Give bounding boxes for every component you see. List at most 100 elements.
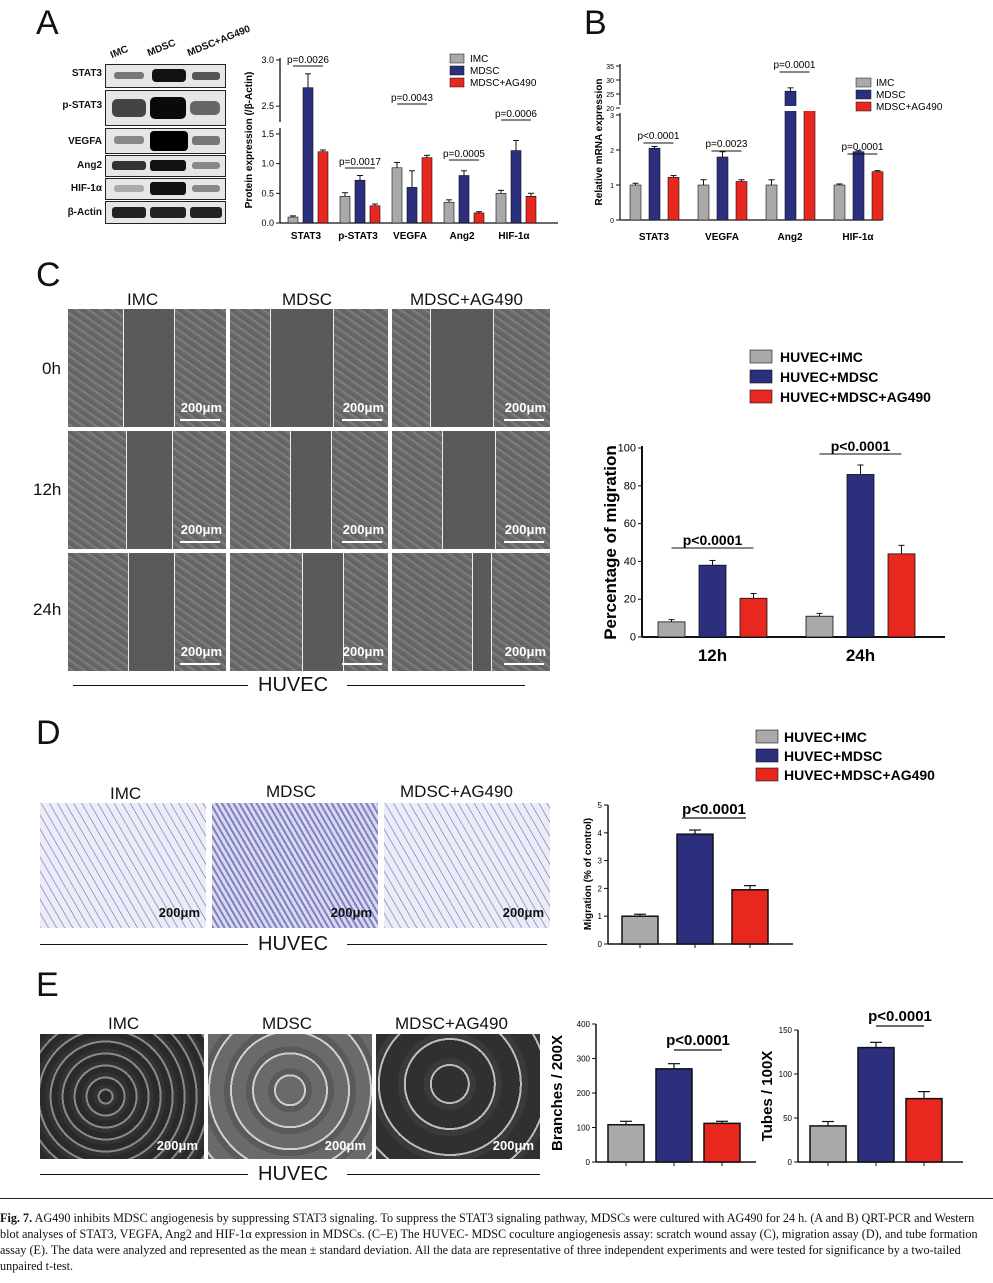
x-tick-label: Ang2 bbox=[450, 231, 475, 242]
tube-formation-image-row: 200μm 200μm 200μm bbox=[40, 1034, 540, 1159]
bar bbox=[716, 156, 729, 221]
y-tick-label: 100 bbox=[577, 1124, 591, 1133]
p-value-label: p=0.0043 bbox=[391, 93, 433, 104]
bar bbox=[852, 151, 865, 221]
y-tick-label: 3 bbox=[598, 857, 603, 866]
scale-bar-label: 200μm bbox=[180, 400, 222, 415]
bar bbox=[339, 195, 351, 224]
legend-label: HUVEC+MDSC bbox=[784, 748, 882, 764]
footer-huvec-label: HUVEC bbox=[258, 1163, 329, 1185]
column-label-mdsc-ag490: MDSC+AG490 bbox=[395, 1014, 508, 1033]
legend-swatch bbox=[449, 77, 465, 88]
panel-letter-a: A bbox=[36, 4, 59, 42]
scale-bar bbox=[180, 541, 220, 543]
scale-bar bbox=[504, 663, 544, 665]
bar bbox=[739, 597, 768, 638]
row-label-0h: 0h bbox=[42, 359, 61, 378]
footer-huvec-label: HUVEC bbox=[258, 933, 329, 955]
row-label-12h: 12h bbox=[33, 480, 62, 499]
legend-swatch bbox=[749, 369, 773, 384]
y-axis-label: Migration (% of control) bbox=[583, 818, 594, 930]
legend-label: MDSC bbox=[876, 90, 905, 101]
y-tick-label: 1 bbox=[598, 912, 603, 921]
column-label-imc: IMC bbox=[108, 1014, 140, 1033]
scale-bar-label: 200μm bbox=[502, 905, 544, 920]
scale-bar-label: 200μm bbox=[342, 644, 384, 659]
bar bbox=[302, 87, 314, 224]
y-tick-label: 200 bbox=[577, 1089, 591, 1098]
scratch-gap bbox=[430, 309, 494, 427]
p-value-label: p<0.0001 bbox=[682, 801, 746, 818]
caption-rule bbox=[0, 1198, 993, 1199]
y-tick-label: 1.0 bbox=[261, 159, 274, 169]
scale-bar-label: 200μm bbox=[180, 522, 222, 537]
legend-swatch bbox=[855, 89, 872, 100]
legend-swatch bbox=[749, 349, 773, 364]
p-value-label: p=0.0001 bbox=[842, 142, 884, 153]
chart-e-tubes: 0 50 100 150 Tubes / 100X p<0.0001 bbox=[760, 1008, 963, 1167]
legend-swatch bbox=[755, 767, 779, 782]
bar bbox=[458, 175, 470, 224]
scratch-wound-micrograph: 200μm bbox=[230, 309, 388, 427]
bar bbox=[887, 553, 916, 638]
scratch-wound-micrograph: 200μm bbox=[392, 309, 550, 427]
y-tick-label: 20 bbox=[624, 594, 636, 606]
y-tick-label: 30 bbox=[606, 78, 614, 85]
scratch-gap bbox=[123, 309, 175, 427]
scratch-wound-micrograph: 200μm bbox=[68, 309, 226, 427]
bar bbox=[621, 915, 659, 945]
column-label-imc: IMC bbox=[110, 784, 142, 803]
tube-formation-micrograph: 200μm bbox=[40, 1034, 204, 1159]
legend-label: IMC bbox=[876, 78, 894, 89]
footer-rule bbox=[40, 1174, 248, 1175]
scratch-gap bbox=[290, 431, 332, 549]
y-tick-label: 80 bbox=[624, 480, 636, 492]
chart-a: 0.0 0.5 1.0 1.5 2.5 3.0 Protein expression (/β… bbox=[244, 53, 558, 242]
x-tick-label: VEGFA bbox=[705, 232, 739, 243]
legend-swatch bbox=[749, 389, 773, 404]
bar bbox=[354, 179, 366, 224]
footer-rule bbox=[347, 685, 525, 686]
panel-letter-b: B bbox=[584, 4, 607, 42]
axis-break-band bbox=[621, 106, 871, 111]
axis-break bbox=[615, 105, 625, 113]
bar bbox=[473, 212, 485, 224]
x-tick-label: HIF-1α bbox=[842, 232, 874, 243]
footer-rule bbox=[347, 1174, 540, 1175]
chart-d: 0 1 2 3 4 5 Migration (% of control) p<0.0001 HU… bbox=[583, 729, 935, 949]
p-value-label: p=0.0001 bbox=[774, 60, 816, 71]
scale-bar-label: 200μm bbox=[156, 1138, 198, 1153]
y-tick-label: 0.0 bbox=[261, 218, 274, 228]
bar bbox=[657, 621, 686, 638]
scratch-gap bbox=[302, 553, 344, 671]
scale-bar-label: 200μm bbox=[158, 905, 200, 920]
y-axis-label: Percentage of migration bbox=[601, 445, 620, 640]
y-tick-label: 40 bbox=[624, 556, 636, 568]
chart-b: 0 1 2 320 25 30 35 Relative mRNA expression STAT… bbox=[594, 60, 943, 243]
column-label-mdsc: MDSC bbox=[282, 290, 333, 309]
scale-bar-label: 200μm bbox=[504, 400, 546, 415]
p-value-label: p=0.0017 bbox=[339, 157, 381, 168]
tube-formation-micrograph: 200μm bbox=[208, 1034, 372, 1159]
caption-label: Fig. 7. bbox=[0, 1211, 33, 1225]
bar bbox=[391, 167, 403, 224]
bar bbox=[629, 184, 642, 221]
legend-swatch bbox=[755, 748, 779, 763]
scale-bar bbox=[180, 419, 220, 421]
legend-swatch bbox=[449, 65, 465, 76]
y-tick-label: 35 bbox=[606, 64, 614, 71]
y-tick-label: 0 bbox=[610, 218, 614, 225]
p-value-label: p<0.0001 bbox=[683, 532, 743, 548]
bar bbox=[703, 1122, 741, 1163]
bar bbox=[443, 201, 455, 224]
y-axis-label: Branches / 200X bbox=[549, 1035, 566, 1151]
scratch-gap bbox=[472, 553, 492, 671]
axis-break bbox=[275, 122, 285, 128]
bar bbox=[510, 150, 522, 224]
legend-label: HUVEC+IMC bbox=[780, 349, 863, 365]
p-value-label: p<0.0001 bbox=[831, 438, 891, 454]
y-tick-label: 0 bbox=[788, 1158, 793, 1167]
blot-row-label: p-STAT3 bbox=[62, 100, 102, 111]
transwell-micrograph: 200μm bbox=[40, 803, 206, 928]
p-value-label: p<0.0001 bbox=[868, 1008, 932, 1025]
